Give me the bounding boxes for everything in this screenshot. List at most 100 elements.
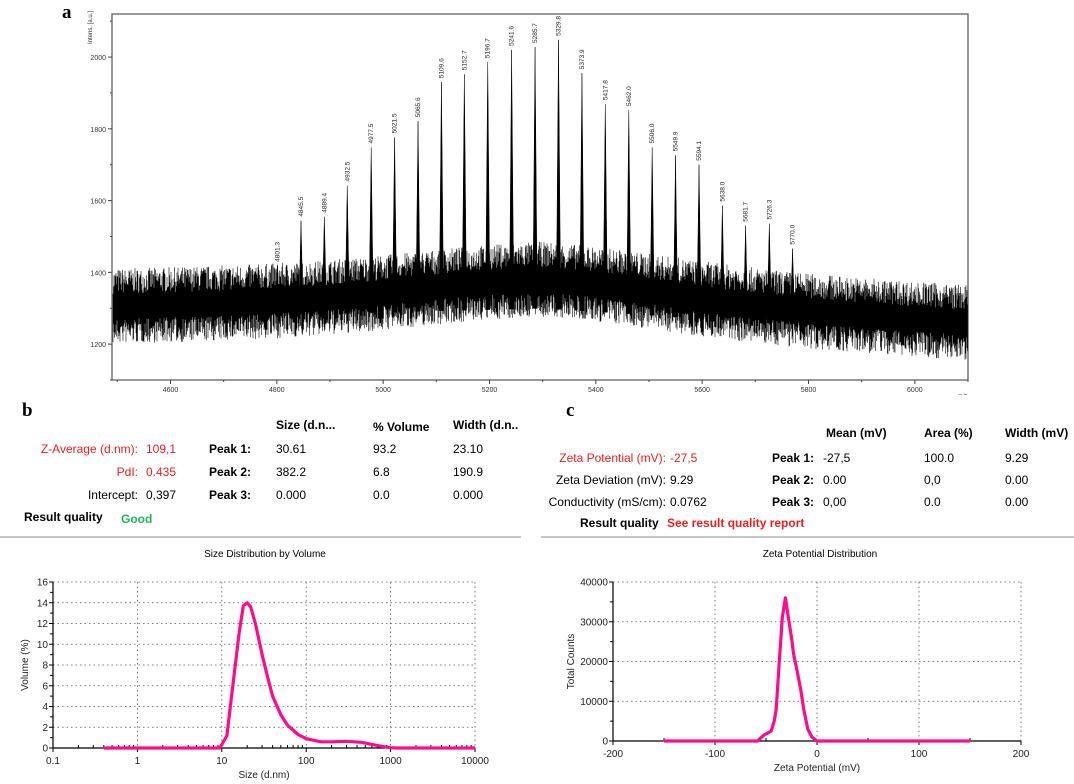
peak-label: 5417.8	[602, 80, 609, 100]
data-point	[238, 633, 240, 635]
y-tick-label: 40000	[580, 578, 608, 589]
spectrum-peak	[344, 185, 350, 314]
zeta-chart-title: Zeta Potential Distribution	[762, 549, 878, 560]
data-point	[249, 606, 252, 608]
zeta-potential-value: -27,5	[670, 451, 698, 465]
spectrum-peak	[532, 47, 538, 309]
size-header-width: Width (d.n..	[453, 418, 519, 432]
zeta-peak-mean: 0.00	[823, 473, 847, 487]
size-header-volume: % Volume	[373, 420, 430, 434]
x-axis-label: Zeta Potential (mV)	[774, 763, 860, 774]
data-point	[784, 597, 787, 599]
data-point	[969, 740, 971, 742]
spectrum-peak	[696, 164, 702, 319]
peak-label: 5462.0	[626, 86, 633, 106]
peak-label: 5770.0	[790, 224, 797, 244]
peak-label: 4932.5	[344, 161, 351, 181]
peak-label: 5638.0	[719, 181, 726, 201]
spectrum-peak	[438, 82, 444, 312]
x-tick-label: -200	[603, 749, 623, 760]
x-tick-label: 5400	[588, 387, 604, 394]
size-result-quality-label: Result quality	[24, 510, 103, 524]
data-point	[802, 708, 805, 710]
data-point	[103, 747, 105, 749]
x-tick-label: 5800	[801, 387, 817, 394]
peak-label: 5681.7	[743, 201, 750, 221]
zeta-result-quality-link[interactable]: See result quality report	[667, 516, 805, 530]
y-axis-label: Intens. [a.u.]	[88, 11, 94, 44]
peak-label: 5065.6	[415, 97, 422, 117]
x-axis-label: Size (d.nm)	[238, 770, 289, 781]
zeta-peak-area: 100.0	[924, 451, 955, 465]
peak-label: 5594.1	[696, 140, 703, 160]
size-peak-size: 0.000	[276, 488, 307, 502]
spectrum-peak	[461, 74, 467, 311]
zeta-peak-mean: -27,5	[823, 451, 851, 465]
data-point	[775, 708, 777, 710]
data-point	[763, 734, 765, 736]
y-tick-label: 2	[42, 723, 48, 734]
y-tick-label: 14	[37, 598, 49, 609]
size-peak-width: 23.10	[453, 442, 484, 456]
y-tick-label: 1800	[90, 127, 106, 134]
data-point	[226, 734, 228, 737]
spectrum-peak	[719, 205, 725, 320]
size-peak-size: 30.61	[276, 442, 307, 456]
peak-label: 5373.9	[579, 49, 586, 69]
x-tick-label: 10	[216, 756, 228, 767]
peak-label: 5285.7	[532, 23, 539, 43]
x-tick-label: 6000	[907, 387, 923, 394]
data-point	[305, 737, 308, 740]
data-point	[474, 747, 476, 749]
spectrum-peak	[743, 225, 749, 322]
distribution-curve	[103, 601, 475, 750]
zeta-result-quality-label: Result quality	[580, 516, 659, 530]
zeta-header-area: Area (%)	[924, 426, 973, 440]
pdi-value: 0.435	[146, 465, 177, 479]
size-result-quality-value: Good	[121, 512, 153, 526]
conductivity-value: 0.0762	[670, 495, 707, 509]
panel-label-a: a	[62, 2, 72, 23]
data-point	[787, 616, 790, 619]
data-point	[271, 695, 274, 697]
peak-label: 4977.5	[368, 123, 375, 143]
intercept-label: Intercept:	[87, 488, 138, 502]
data-point	[792, 652, 795, 655]
zeta-peak-mean: 0,00	[823, 495, 847, 509]
x-tick-label: 100	[298, 756, 315, 767]
size-peak-label: Peak 3:	[209, 488, 252, 502]
data-point	[811, 736, 813, 738]
zeta-peak-width: 9.29	[1005, 451, 1029, 465]
x-tick-label: 10000	[461, 756, 489, 767]
spectrum-peak	[485, 62, 491, 310]
pdi-label: PdI:	[116, 465, 138, 479]
x-tick-label: 5000	[375, 387, 391, 394]
zeta-potential-label: Zeta Potential (mV):	[559, 451, 666, 465]
panel-label-c: c	[566, 400, 575, 421]
spectrum-peak	[649, 147, 655, 316]
z-average-value: 109,1	[146, 442, 177, 456]
data-point	[799, 688, 802, 691]
peak-label: 5196.7	[485, 38, 492, 58]
data-point	[663, 740, 665, 742]
y-tick-label: 6	[42, 681, 48, 692]
x-tick-label: 200	[1013, 749, 1030, 760]
data-point	[778, 660, 781, 663]
x-tick-label: 0.1	[46, 756, 60, 767]
size-peak-label: Peak 1:	[209, 442, 252, 456]
data-point	[389, 746, 392, 749]
spectrum-peak	[321, 216, 327, 314]
data-point	[757, 740, 759, 742]
data-point	[286, 724, 289, 726]
data-point	[381, 745, 384, 748]
zeta-header-mean: Mean (mV)	[826, 426, 887, 440]
spectrum-peak	[368, 147, 374, 313]
conductivity-label: Conductivity (mS/cm):	[548, 495, 666, 509]
y-tick-label: 10	[37, 640, 49, 651]
z-average-label: Z-Average (d.nm):	[40, 442, 138, 456]
y-tick-label: 1600	[90, 199, 106, 206]
y-tick-label: 4	[42, 702, 48, 713]
x-tick-label: 0	[814, 749, 820, 760]
size-peak-volume: 93.2	[373, 442, 397, 456]
spectrum-peak	[556, 39, 561, 310]
